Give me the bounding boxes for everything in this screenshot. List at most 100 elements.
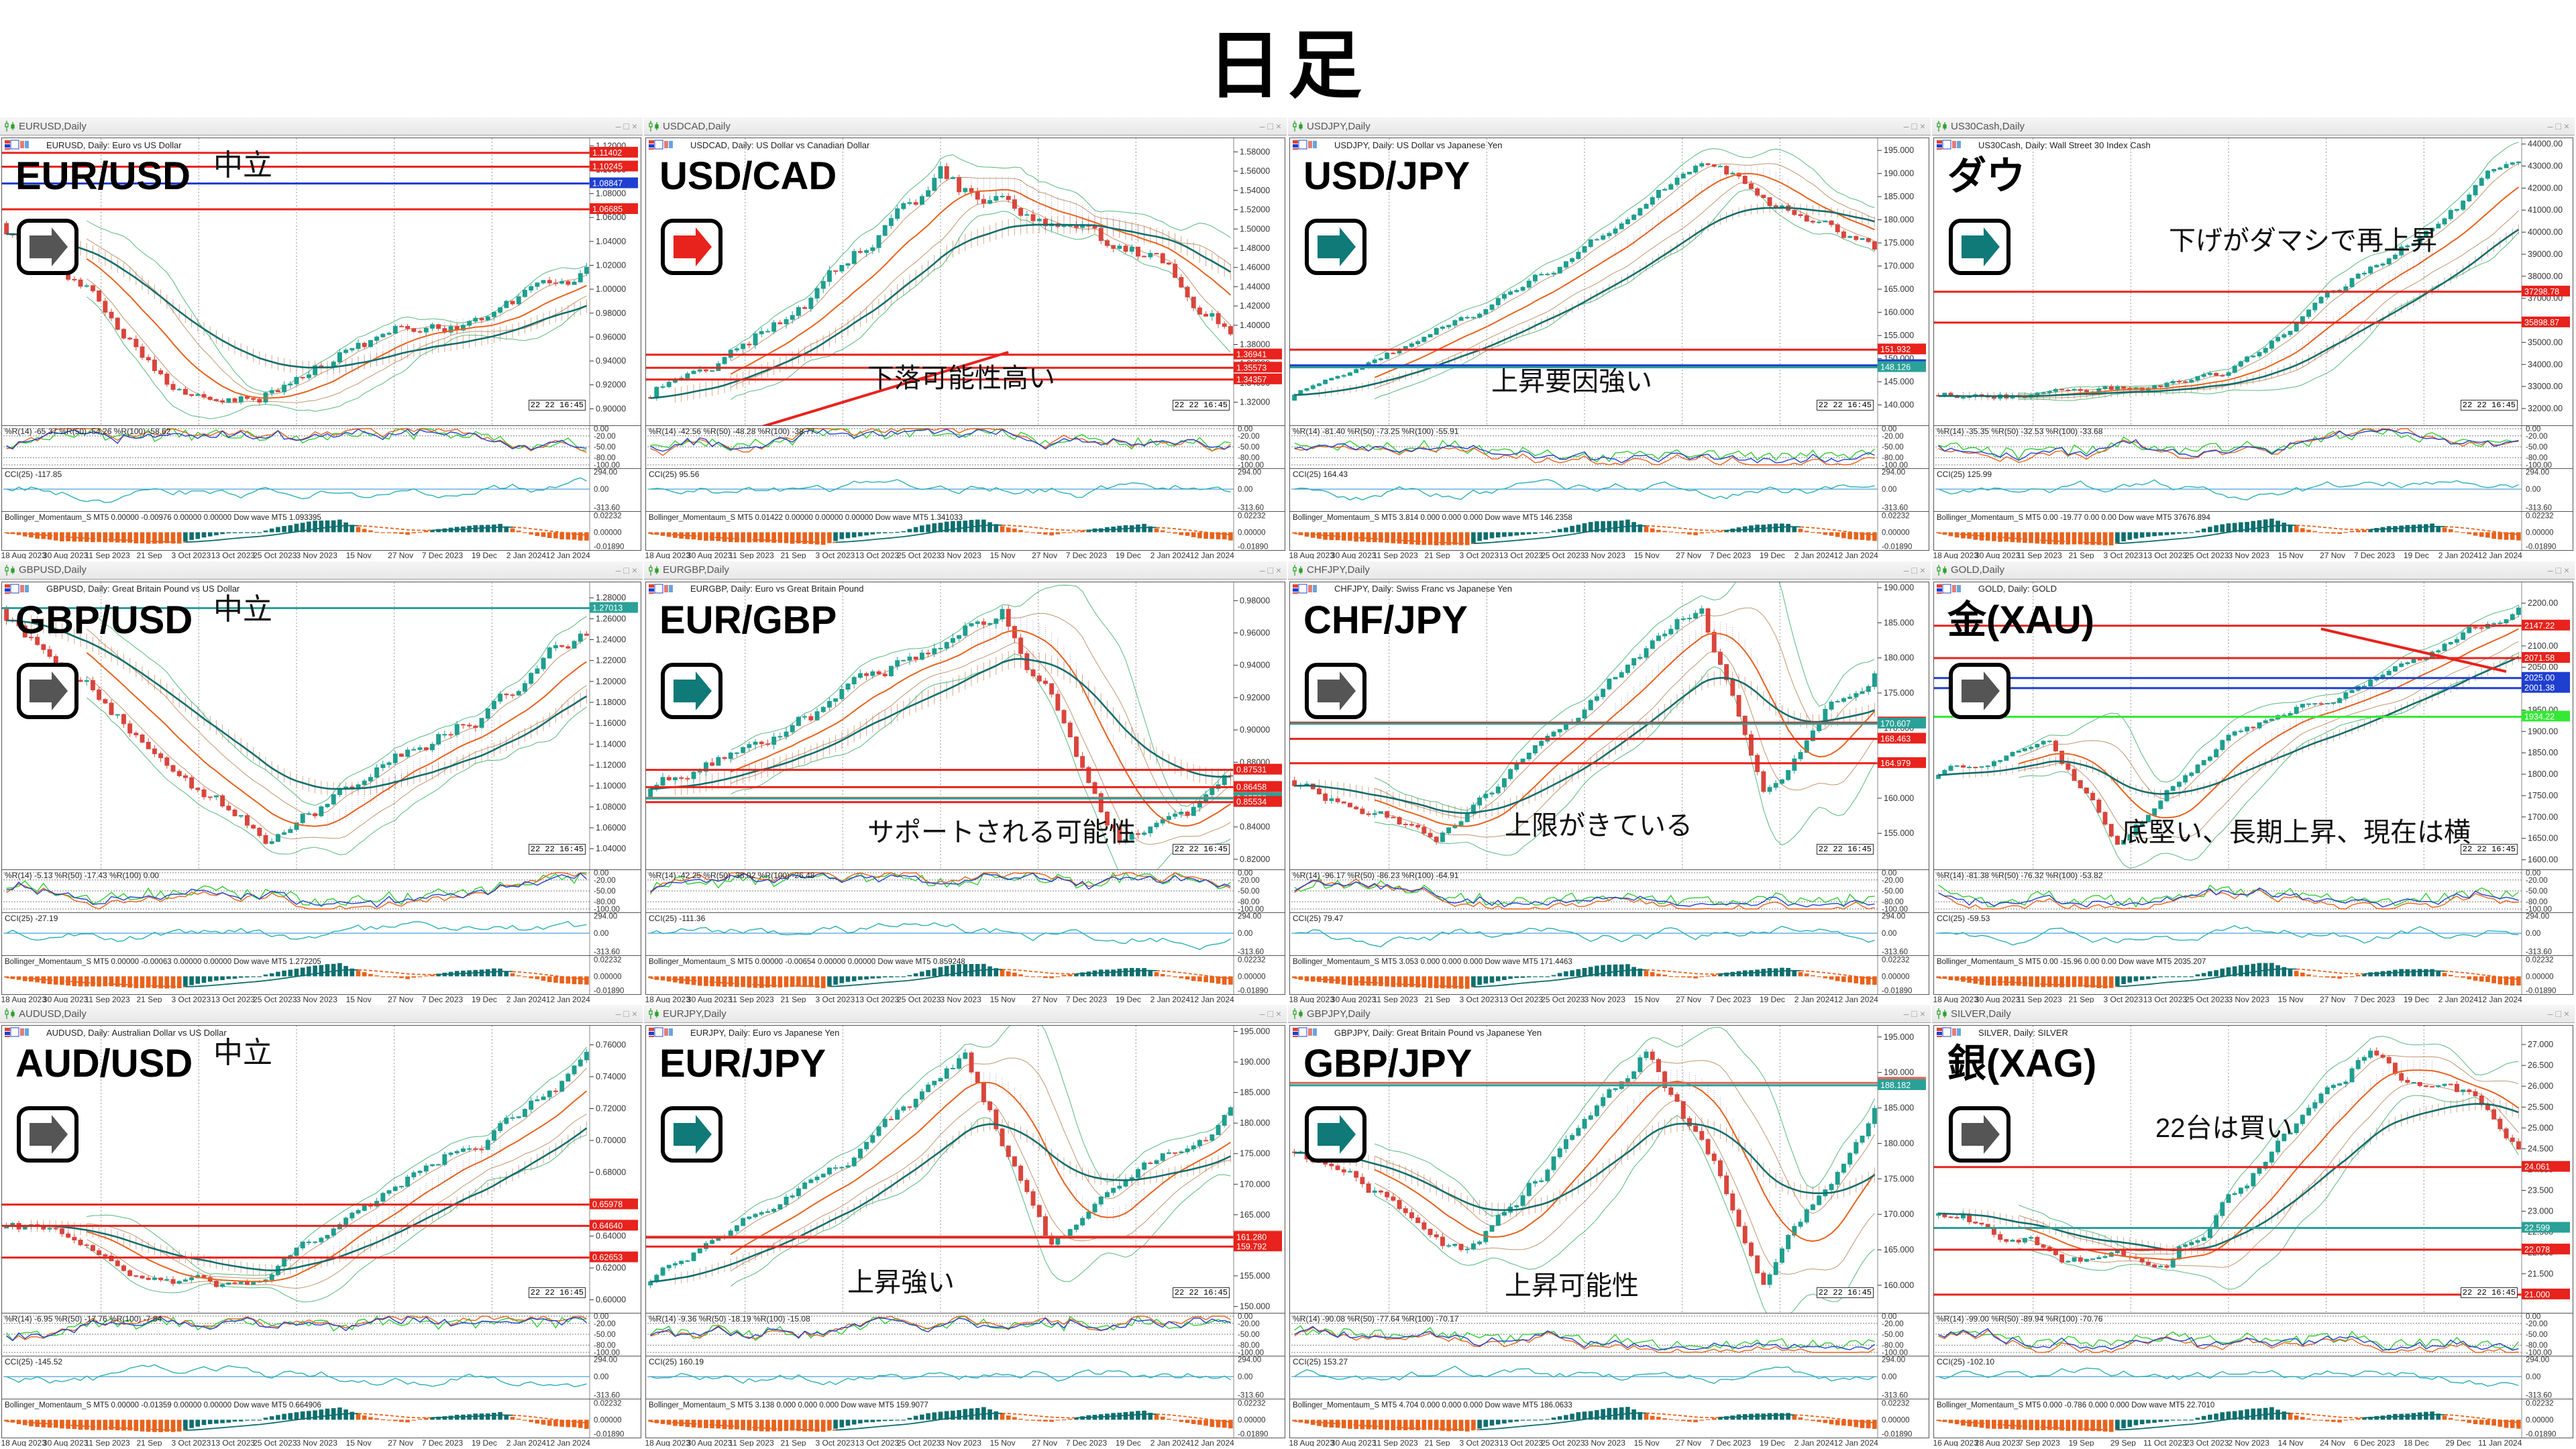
svg-text:1.48000: 1.48000	[1240, 244, 1270, 253]
svg-text:294.00: 294.00	[1882, 913, 1905, 921]
svg-text:0.02232: 0.02232	[1238, 512, 1266, 520]
svg-text:1.36941: 1.36941	[1236, 350, 1267, 360]
svg-text:1.12000: 1.12000	[596, 760, 626, 769]
svg-text:1.28000: 1.28000	[596, 593, 626, 602]
svg-text:-0.01890: -0.01890	[2526, 987, 2556, 994]
svg-text:-20.00: -20.00	[2526, 433, 2548, 441]
svg-text:33000.00: 33000.00	[2528, 382, 2563, 391]
svg-text:190.000: 190.000	[1884, 169, 1914, 178]
svg-text:1.56000: 1.56000	[1240, 166, 1270, 176]
svg-text:%R(14) -35.35 %R(50) -32.53 %R: %R(14) -35.35 %R(50) -32.53 %R(100) -33.…	[1937, 427, 2103, 436]
svg-text:-20.00: -20.00	[1238, 433, 1260, 441]
svg-text:0.02232: 0.02232	[2526, 512, 2554, 520]
svg-text:140.000: 140.000	[1884, 400, 1914, 410]
svg-text:294.00: 294.00	[1238, 1356, 1261, 1364]
svg-text:0.68000: 0.68000	[596, 1168, 626, 1177]
svg-text:40000.00: 40000.00	[2528, 227, 2563, 237]
svg-text:0.00000: 0.00000	[1238, 1417, 1266, 1425]
svg-text:160.000: 160.000	[1884, 794, 1914, 803]
svg-text:2147.22: 2147.22	[2524, 621, 2555, 630]
svg-text:1.11402: 1.11402	[592, 148, 622, 158]
svg-text:150.000: 150.000	[1240, 1302, 1270, 1311]
svg-text:-50.00: -50.00	[594, 443, 616, 451]
svg-text:164.979: 164.979	[1880, 758, 1911, 767]
svg-text:-0.01890: -0.01890	[1882, 987, 1912, 994]
svg-text:-313.60: -313.60	[1238, 504, 1264, 512]
svg-text:0.82000: 0.82000	[1240, 855, 1270, 864]
svg-text:175.000: 175.000	[1240, 1149, 1270, 1159]
svg-text:0.94000: 0.94000	[1240, 660, 1270, 669]
svg-text:0.00000: 0.00000	[594, 1417, 622, 1425]
svg-text:1.18000: 1.18000	[596, 698, 626, 707]
svg-text:CCI(25) -111.36: CCI(25) -111.36	[649, 914, 706, 923]
svg-text:0.00: 0.00	[1882, 930, 1896, 938]
svg-text:-0.01890: -0.01890	[2526, 543, 2556, 551]
svg-text:0.98000: 0.98000	[596, 309, 626, 318]
svg-text:34000.00: 34000.00	[2528, 360, 2563, 369]
svg-text:185.000: 185.000	[1884, 192, 1914, 201]
svg-text:155.000: 155.000	[1240, 1271, 1270, 1281]
svg-text:185.000: 185.000	[1240, 1088, 1270, 1097]
svg-text:2200.00: 2200.00	[2528, 598, 2558, 608]
svg-text:0.00000: 0.00000	[1238, 529, 1266, 537]
svg-text:1.10000: 1.10000	[596, 781, 626, 790]
svg-text:-20.00: -20.00	[2526, 876, 2548, 884]
svg-text:-100.00: -100.00	[2526, 906, 2552, 913]
svg-text:-100.00: -100.00	[594, 1349, 620, 1356]
svg-text:1.46000: 1.46000	[1240, 263, 1270, 272]
svg-text:0.00000: 0.00000	[594, 973, 622, 981]
svg-text:-50.00: -50.00	[2526, 443, 2548, 451]
svg-text:-50.00: -50.00	[594, 888, 616, 896]
svg-text:Bollinger_Momentaum_S MT5 0.00: Bollinger_Momentaum_S MT5 0.00000 -0.009…	[5, 514, 321, 522]
svg-text:-0.01890: -0.01890	[594, 1431, 624, 1438]
svg-text:1.08000: 1.08000	[596, 189, 626, 199]
svg-text:-313.60: -313.60	[1882, 948, 1908, 956]
svg-text:-50.00: -50.00	[1882, 443, 1904, 451]
svg-text:44000.00: 44000.00	[2528, 140, 2563, 149]
svg-text:1.24000: 1.24000	[596, 635, 626, 644]
svg-text:1.52000: 1.52000	[1240, 205, 1270, 215]
svg-text:-20.00: -20.00	[594, 1320, 616, 1328]
svg-text:-20.00: -20.00	[594, 433, 616, 441]
svg-text:-0.01890: -0.01890	[1238, 543, 1268, 551]
svg-text:1.35573: 1.35573	[1236, 363, 1267, 372]
svg-text:Bollinger_Momentaum_S MT5 0.00: Bollinger_Momentaum_S MT5 0.00000 -0.000…	[5, 958, 321, 966]
svg-text:0.86458: 0.86458	[1236, 782, 1267, 792]
svg-text:1.34357: 1.34357	[1236, 375, 1267, 384]
svg-text:%R(14) -5.13 %R(50) -17.43 %R(: %R(14) -5.13 %R(50) -17.43 %R(100) 0.00	[5, 871, 159, 880]
svg-text:-313.60: -313.60	[1238, 948, 1264, 956]
svg-text:0.96000: 0.96000	[596, 332, 626, 341]
svg-text:1.08847: 1.08847	[592, 179, 623, 189]
svg-text:39000.00: 39000.00	[2528, 250, 2563, 259]
svg-text:294.00: 294.00	[594, 1356, 617, 1364]
svg-text:294.00: 294.00	[1882, 469, 1905, 477]
svg-text:1.04000: 1.04000	[596, 237, 626, 246]
svg-text:195.000: 195.000	[1240, 1027, 1270, 1036]
svg-text:-20.00: -20.00	[1238, 876, 1260, 884]
svg-text:-313.60: -313.60	[1238, 1392, 1264, 1400]
svg-text:1934.22: 1934.22	[2524, 712, 2555, 721]
svg-text:170.000: 170.000	[1884, 262, 1914, 271]
svg-text:0.00000: 0.00000	[594, 529, 622, 537]
svg-text:0.02232: 0.02232	[1882, 512, 1910, 520]
svg-text:180.000: 180.000	[1240, 1119, 1270, 1128]
svg-text:%R(14) -65.37 %R(50) -54.26 %R: %R(14) -65.37 %R(50) -54.26 %R(100) -58.…	[5, 427, 171, 436]
svg-text:1.06000: 1.06000	[596, 823, 626, 833]
svg-text:1.00000: 1.00000	[596, 284, 626, 294]
svg-text:42000.00: 42000.00	[2528, 183, 2563, 193]
svg-text:-50.00: -50.00	[1238, 1331, 1260, 1339]
svg-text:190.000: 190.000	[1240, 1057, 1270, 1067]
svg-text:294.00: 294.00	[594, 469, 617, 477]
svg-text:0.00000: 0.00000	[2526, 529, 2554, 537]
svg-text:1.38000: 1.38000	[1240, 340, 1270, 350]
svg-text:180.000: 180.000	[1884, 653, 1914, 662]
svg-text:Bollinger_Momentaum_S MT5 0.01: Bollinger_Momentaum_S MT5 0.01422 0.0000…	[649, 514, 963, 522]
svg-text:CCI(25) -117.85: CCI(25) -117.85	[5, 470, 62, 479]
svg-text:1.16000: 1.16000	[596, 718, 626, 728]
svg-text:0.92000: 0.92000	[596, 380, 626, 390]
svg-text:1850.00: 1850.00	[2528, 748, 2558, 757]
svg-text:CCI(25) 79.47: CCI(25) 79.47	[1293, 914, 1344, 923]
svg-text:-50.00: -50.00	[1238, 888, 1260, 896]
svg-text:1.04000: 1.04000	[596, 844, 626, 853]
svg-text:0.00: 0.00	[594, 930, 608, 938]
